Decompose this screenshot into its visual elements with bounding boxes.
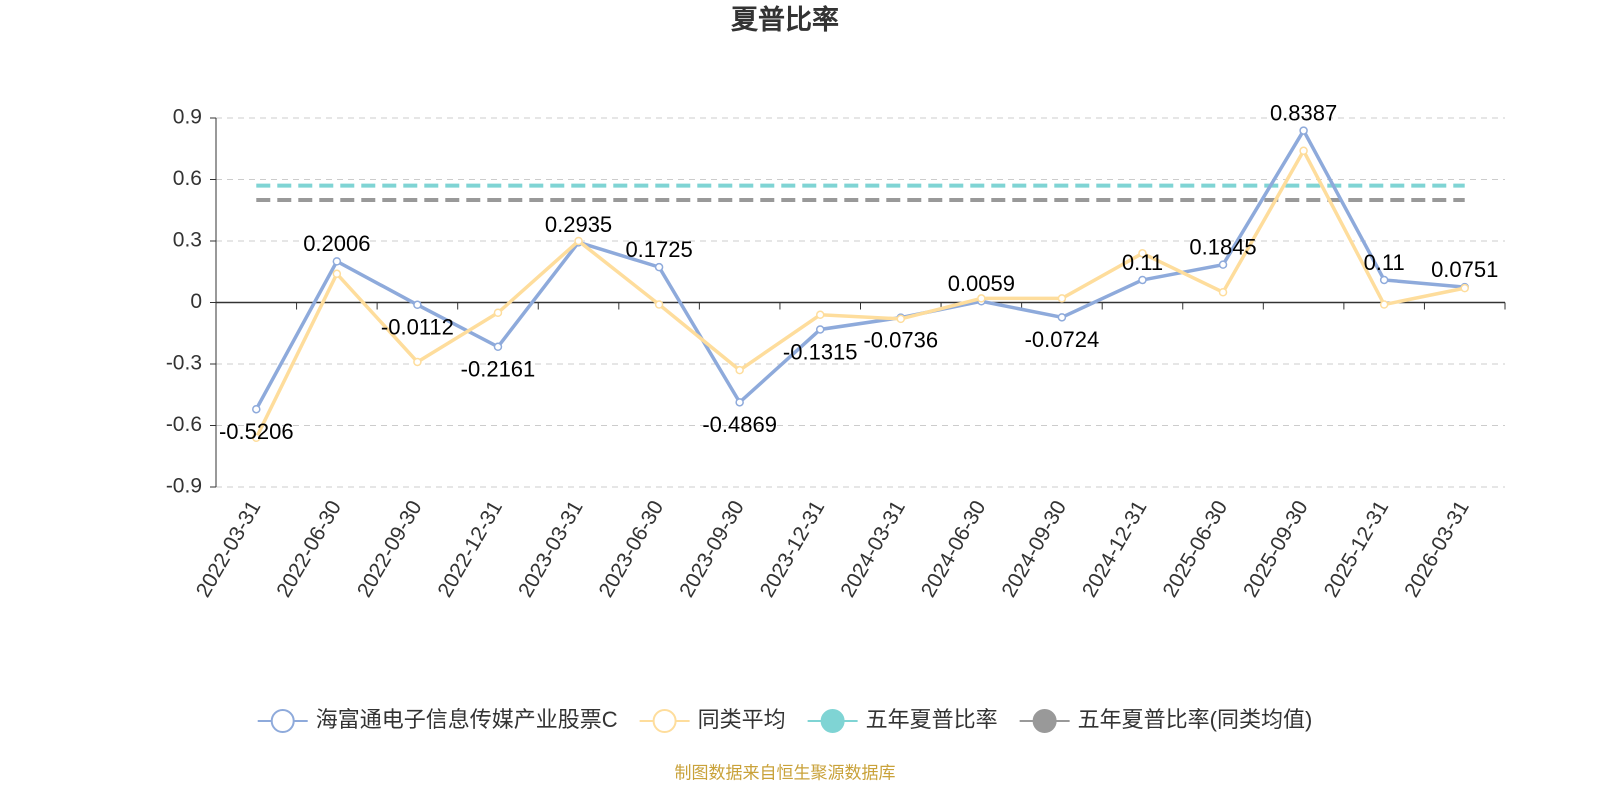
data-label: -0.0112 [381,315,454,340]
data-point [332,257,342,266]
data-point [413,300,422,310]
x-tick-label: 2026-03-31 [1400,497,1474,602]
data-label: -0.5206 [219,419,294,444]
legend-label: 五年夏普比率(同类均值) [1078,707,1313,732]
x-tick-label: 2023-12-31 [756,497,830,602]
legend-marker [270,709,295,733]
legend-item: 同类平均 [639,707,786,733]
x-tick-label: 2024-06-30 [917,497,991,602]
legend-label: 海富通电子信息传媒产业股票C [316,707,618,732]
data-label: -0.0736 [863,327,938,352]
y-tick-label: -0.3 [166,352,202,375]
legend-item: 海富通电子信息传媒产业股票C [257,707,618,733]
x-tick-label: 2022-09-30 [353,497,427,602]
data-point [815,325,825,334]
data-point [654,262,664,272]
data-label: 0.0751 [1431,257,1498,282]
x-tick-label: 2022-06-30 [272,497,346,602]
data-label: -0.1315 [783,339,858,364]
data-point [735,398,744,407]
data-point [493,308,503,317]
x-tick-label: 2023-03-31 [514,497,588,602]
data-point [1218,260,1228,269]
source-note: 制图数据来自恒生聚源数据库 [675,763,896,782]
data-label: 0.11 [1122,250,1163,275]
x-tick-label: 2022-03-31 [192,497,266,602]
x-tick-label: 2024-12-31 [1078,497,1152,602]
y-tick-label: -0.6 [166,413,202,436]
data-point [1299,126,1308,135]
chart-title: 夏普比率 [731,4,839,35]
data-label: 0.2006 [303,231,370,256]
legend-marker [1032,709,1057,733]
data-label: 0.8387 [1270,100,1337,125]
data-point [493,342,503,352]
x-tick-label: 2025-12-31 [1320,497,1394,602]
data-point [977,294,986,303]
data-point [1379,300,1389,309]
legend-item: 五年夏普比率 [807,707,998,733]
data-point [1138,275,1147,285]
data-point [735,365,744,375]
data-label: 0.1725 [625,237,692,262]
data-point [1057,313,1067,322]
data-label: -0.0724 [1025,327,1100,352]
data-label: 0.1845 [1189,234,1256,259]
data-point [1057,294,1067,303]
x-tick-label: 2023-09-30 [675,497,749,602]
data-point [1299,146,1308,156]
data-point [252,433,261,443]
data-point [413,357,422,367]
data-point [815,310,825,320]
data-point [332,269,342,279]
y-tick-label: 0.9 [173,106,202,129]
data-label: 0.2935 [545,212,612,237]
data-point [1379,275,1389,285]
legend-label: 五年夏普比率 [866,707,998,732]
y-tick-label: 0.3 [173,229,202,252]
data-label: -0.2161 [461,357,536,382]
legend-label: 同类平均 [698,707,786,732]
data-label: -0.4869 [702,412,777,437]
x-tick-label: 2024-09-30 [997,497,1071,602]
x-tick-label: 2025-09-30 [1239,497,1313,602]
data-point [896,314,906,324]
data-label: 0.11 [1364,250,1405,275]
y-tick-label: 0 [190,290,202,313]
series-line [254,127,1465,411]
legend-marker [652,709,677,733]
legend-item: 五年夏普比率(同类均值) [1019,707,1313,733]
y-tick-label: -0.9 [166,475,202,498]
data-point [574,236,583,246]
data-label: 0.0059 [948,271,1015,296]
x-tick-label: 2023-06-30 [595,497,669,602]
y-tick-label: 0.6 [173,167,202,190]
data-point [1138,249,1147,258]
data-point [252,404,261,414]
x-tick-label: 2024-03-31 [836,497,910,602]
data-point [654,300,664,309]
x-tick-label: 2025-06-30 [1159,497,1233,602]
data-point [1460,283,1469,293]
legend-marker [820,709,845,733]
legend: 海富通电子信息传媒产业股票C 同类平均 五年夏普比率 五年夏普比率(同类均值) [257,707,1313,733]
data-point [1218,288,1228,297]
series-line [254,147,1466,439]
x-tick-label: 2022-12-31 [433,497,507,602]
